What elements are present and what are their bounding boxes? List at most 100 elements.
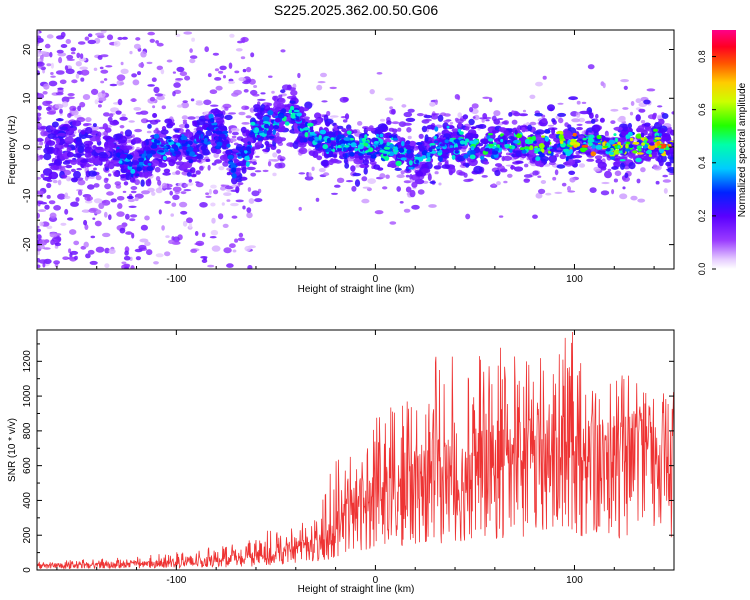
heatmap-cell [529,136,532,141]
heatmap-cell [325,121,331,127]
heatmap-cell [610,108,619,112]
heatmap-cell [330,144,334,150]
heatmap-cell [152,142,157,146]
heatmap-cell [275,132,280,138]
heatmap-cell [333,124,339,131]
heatmap-cell [74,255,78,260]
heatmap-cell [234,238,239,243]
heatmap-cell [246,212,253,219]
heatmap-cell [119,165,125,169]
heatmap-cell [458,171,466,176]
heatmap-cell [254,127,260,133]
heatmap-cell [131,73,138,78]
heatmap-cell [494,147,500,152]
colorbar-tick-label: 0.8 [697,50,707,63]
heatmap-cell [572,155,583,159]
heatmap-cell [418,133,424,139]
heatmap-cell [194,231,199,236]
heatmap-cell [187,146,194,152]
heatmap-cell [337,125,344,130]
heatmap-cell [147,31,155,36]
heatmap-cell [80,77,85,82]
heatmap-cell [482,96,491,100]
heatmap-cell [223,75,226,79]
heatmap-cell [624,172,629,179]
heatmap-cell [138,157,145,162]
y-tick-label: 20 [22,44,33,56]
heatmap-cell [411,181,418,188]
heatmap-cell [415,159,419,164]
snr-y-axis-label: SNR (10 * v/v) [7,418,18,482]
heatmap-cell [515,160,524,164]
heatmap-cell [289,100,296,104]
heatmap-cell [160,144,165,147]
heatmap-cell [152,113,158,118]
heatmap-cell [248,198,255,204]
heatmap-cell [379,118,386,122]
heatmap-cell [243,89,249,93]
heatmap-cell [327,147,332,153]
heatmap-cell [131,232,135,239]
heatmap-cell [439,143,446,147]
heatmap-cell [182,119,188,123]
heatmap-cell [363,158,369,166]
heatmap-cell [257,139,263,147]
heatmap-cell [610,156,615,160]
heatmap-cell [210,202,216,207]
heatmap-cell [83,123,92,126]
heatmap-cell [172,186,182,192]
heatmap-cell [635,157,642,163]
colorbar: 0.0 0.2 0.4 0.6 0.8 Normalized spectral ampl… [697,30,748,275]
heatmap-cell [163,145,168,149]
heatmap-cell [662,133,668,138]
heatmap-cell [241,166,247,174]
heatmap-cell [130,214,138,218]
heatmap-cell [124,250,129,256]
heatmap-cell [255,155,260,158]
heatmap-cell [554,191,563,194]
heatmap-cell [262,169,269,173]
heatmap-cell [83,241,89,248]
heatmap-cell [229,33,235,38]
heatmap-cell [468,118,475,126]
heatmap-cell [628,162,636,170]
heatmap-cell [267,160,272,167]
heatmap-cell [277,113,285,119]
heatmap-cell [501,121,508,125]
heatmap-cell [508,112,513,117]
figure-title: S225.2025.362.00.50.G06 [274,2,438,18]
heatmap-cell [55,70,65,75]
heatmap-cell [211,217,216,224]
heatmap-cell [195,101,204,106]
heatmap-cell [231,215,238,219]
heatmap-cell [374,210,384,215]
heatmap-cell [124,129,133,137]
heatmap-cell [556,164,566,169]
heatmap-cell [336,138,340,144]
x-tick-label: 100 [566,575,583,586]
heatmap-cell [311,166,315,171]
heatmap-cell [537,175,542,178]
heatmap-cell [337,147,342,152]
heatmap-cell [463,178,472,183]
heatmap-cell [137,71,141,76]
heatmap-cell [117,148,123,153]
heatmap-cell [196,159,202,163]
heatmap-cell [60,31,66,38]
heatmap-cell [363,142,369,147]
heatmap-cell [106,191,114,196]
heatmap-cell [190,248,198,253]
y-tick-label: 0 [22,567,33,573]
heatmap-cell [82,94,91,100]
heatmap-cell [195,119,206,126]
heatmap-cell [601,181,610,185]
heatmap-cell [434,99,438,105]
heatmap-cell [88,157,96,164]
heatmap-cell [44,204,50,210]
heatmap-cell [671,142,674,147]
heatmap-cell [77,105,82,112]
heatmap-cell [232,249,237,253]
heatmap-cell [168,239,175,244]
heatmap-cell [66,54,74,60]
heatmap-cell [119,227,126,234]
